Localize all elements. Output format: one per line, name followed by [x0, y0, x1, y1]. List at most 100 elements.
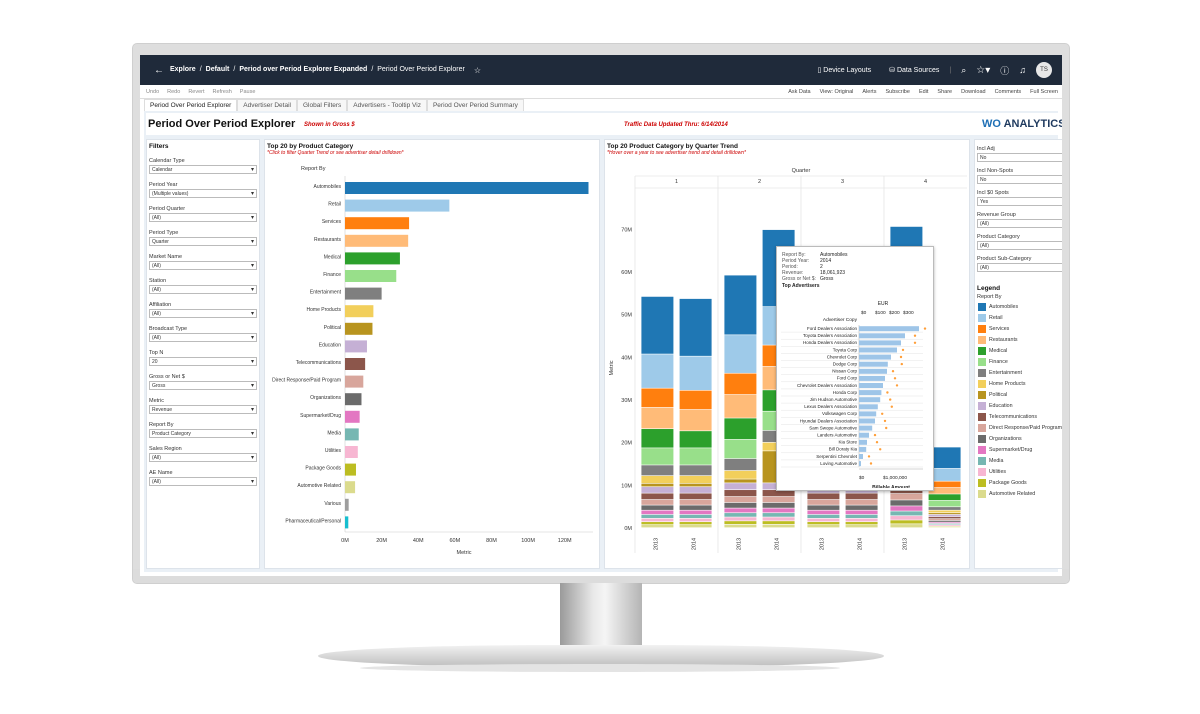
stack-segment-q4-2013-automotive-related[interactable] — [890, 524, 923, 528]
stack-segment-q1-2014-education[interactable] — [679, 487, 712, 493]
stack-segment-q1-2014-organizations[interactable] — [679, 505, 712, 510]
stack-segment-q2-2013-automotive-related[interactable] — [724, 524, 757, 528]
stack-segment-q4-2014-telecommunications[interactable] — [928, 516, 961, 519]
bar-label-finance[interactable]: Finance — [323, 272, 341, 278]
stack-segment-q3-2014-utilities[interactable] — [845, 518, 878, 522]
bar-restaurants[interactable] — [345, 234, 409, 247]
bar-utilities[interactable] — [345, 446, 358, 458]
stack-segment-q1-2013-services[interactable] — [641, 388, 674, 408]
legend-item-entertainment[interactable]: Entertainment — [978, 367, 1062, 378]
favorite-star-icon[interactable]: ☆ — [473, 65, 481, 75]
bar-label-entertainment[interactable]: Entertainment — [310, 290, 342, 296]
toolbar-full-screen-button[interactable]: Full Screen — [1030, 88, 1058, 95]
bar-automotive-related[interactable] — [345, 481, 356, 494]
bar-label-media[interactable]: Media — [327, 430, 341, 436]
toolbar-refresh-button[interactable]: Refresh — [212, 88, 232, 95]
bar-services[interactable] — [345, 217, 410, 230]
filter-select-metric[interactable]: Revenue — [149, 405, 257, 414]
stack-segment-q4-2014-entertainment[interactable] — [928, 507, 961, 510]
bar-label-education[interactable]: Education — [319, 342, 341, 348]
filter-select-period-type[interactable]: Quarter — [149, 237, 257, 246]
toolbar-subscribe-button[interactable]: Subscribe — [885, 88, 910, 95]
stack-segment-q3-2014-organizations[interactable] — [845, 505, 878, 510]
stack-segment-q1-2014-retail[interactable] — [679, 356, 712, 391]
filter-select-report-by[interactable]: Product Category — [149, 429, 257, 438]
stack-segment-q1-2013-utilities[interactable] — [641, 518, 674, 522]
bar-organizations[interactable] — [345, 393, 362, 406]
year-label[interactable]: 2013 — [902, 538, 908, 550]
stack-segment-q2-2014-package-goods[interactable] — [762, 521, 795, 524]
stack-segment-q4-2014-supermarket-drug[interactable] — [928, 522, 961, 524]
stack-segment-q2-2013-services[interactable] — [724, 373, 757, 395]
stack-segment-q1-2014-utilities[interactable] — [679, 518, 712, 522]
stack-segment-q1-2014-restaurants[interactable] — [679, 409, 712, 431]
legend-item-medical[interactable]: Medical — [978, 345, 1062, 356]
stack-segment-q4-2013-organizations[interactable] — [890, 500, 923, 506]
stack-segment-q4-2014-restaurants[interactable] — [928, 487, 961, 494]
stack-segment-q3-2013-utilities[interactable] — [807, 518, 840, 522]
bar-various[interactable] — [345, 498, 349, 511]
year-label[interactable]: 2013 — [819, 538, 825, 550]
bar-direct-response-paid-program[interactable] — [345, 375, 364, 388]
stack-segment-q3-2013-organizations[interactable] — [807, 505, 840, 510]
bar-label-restaurants[interactable]: Restaurants — [314, 237, 341, 243]
bar-label-retail[interactable]: Retail — [328, 202, 341, 208]
breadcrumb-default[interactable]: Default — [205, 65, 230, 73]
stack-segment-q3-2013-package-goods[interactable] — [807, 522, 840, 525]
stack-segment-q1-2013-education[interactable] — [641, 487, 674, 493]
tab-advertisers-tooltip-viz[interactable]: Advertisers - Tooltip Viz — [347, 99, 427, 111]
stack-segment-q2-2014-direct-response-paid-program[interactable] — [762, 496, 795, 503]
stack-segment-q2-2014-automotive-related[interactable] — [762, 524, 795, 528]
year-label[interactable]: 2014 — [941, 538, 947, 550]
stack-segment-q2-2013-utilities[interactable] — [724, 517, 757, 521]
stack-segment-q2-2014-organizations[interactable] — [762, 502, 795, 508]
bar-entertainment[interactable] — [345, 287, 382, 300]
bar-label-automotive-related[interactable]: Automotive Related — [297, 483, 341, 489]
stack-segment-q4-2014-education[interactable] — [928, 514, 961, 517]
stack-segment-q2-2014-media[interactable] — [762, 513, 795, 517]
stack-segment-q4-2013-supermarket-drug[interactable] — [890, 506, 923, 511]
bar-label-home-products[interactable]: Home Products — [307, 307, 342, 313]
stack-segment-q2-2014-utilities[interactable] — [762, 517, 795, 521]
legend-item-automobiles[interactable]: Automobiles — [978, 301, 1062, 312]
stack-segment-q4-2014-political[interactable] — [928, 513, 961, 515]
stack-segment-q3-2014-supermarket-drug[interactable] — [845, 510, 878, 515]
stack-segment-q3-2014-package-goods[interactable] — [845, 522, 878, 525]
help-icon[interactable]: ⓘ — [1000, 65, 1010, 76]
stack-segment-q1-2014-telecommunications[interactable] — [679, 493, 712, 500]
bar-medical[interactable] — [345, 252, 400, 265]
filter-select-station[interactable]: (All) — [149, 285, 257, 294]
bar-label-utilities[interactable]: Utilities — [325, 448, 342, 454]
toolbar-revert-button[interactable]: Revert — [188, 88, 205, 95]
stack-segment-q2-2013-supermarket-drug[interactable] — [724, 508, 757, 513]
bar-finance[interactable] — [345, 270, 397, 282]
filter-select-top-n[interactable]: 20 — [149, 357, 257, 366]
stack-segment-q3-2014-automotive-related[interactable] — [845, 525, 878, 528]
stack-segment-q3-2014-media[interactable] — [845, 514, 878, 519]
stack-segment-q3-2014-direct-response-paid-program[interactable] — [845, 499, 878, 505]
stack-segment-q1-2013-automotive-related[interactable] — [641, 525, 674, 528]
stack-segment-q1-2013-political[interactable] — [641, 483, 674, 487]
stack-segment-q2-2013-package-goods[interactable] — [724, 521, 757, 524]
stack-segment-q4-2014-direct-response-paid-program[interactable] — [928, 519, 961, 521]
stack-segment-q1-2013-supermarket-drug[interactable] — [641, 510, 674, 515]
bar-label-medical[interactable]: Medical — [324, 254, 341, 260]
toolbar-redo-button[interactable]: Redo — [167, 88, 181, 95]
filter-select-product-sub-category[interactable]: (All) — [977, 263, 1062, 272]
stack-segment-q3-2013-media[interactable] — [807, 514, 840, 519]
bar-supermarket-drug[interactable] — [345, 410, 360, 423]
year-label[interactable]: 2014 — [858, 538, 864, 550]
legend-item-organizations[interactable]: Organizations — [978, 433, 1062, 444]
stack-segment-q2-2014-supermarket-drug[interactable] — [762, 508, 795, 513]
breadcrumb-workbook[interactable]: Period over Period Explorer Expanded — [239, 65, 368, 73]
breadcrumb-explore[interactable]: Explore — [170, 65, 196, 73]
bar-education[interactable] — [345, 340, 367, 353]
legend-item-direct-response-paid-program[interactable]: Direct Response/Paid Program — [978, 422, 1062, 433]
legend-item-home-products[interactable]: Home Products — [978, 378, 1062, 389]
legend-item-retail[interactable]: Retail — [978, 312, 1062, 323]
stack-segment-q3-2013-automotive-related[interactable] — [807, 525, 840, 528]
top20-bar-chart[interactable]: Report By Automobiles Retail Services Restau… — [265, 158, 601, 568]
bar-label-services[interactable]: Services — [322, 219, 342, 225]
stack-segment-q1-2014-finance[interactable] — [679, 448, 712, 465]
toolbar-alerts-button[interactable]: Alerts — [862, 88, 877, 95]
